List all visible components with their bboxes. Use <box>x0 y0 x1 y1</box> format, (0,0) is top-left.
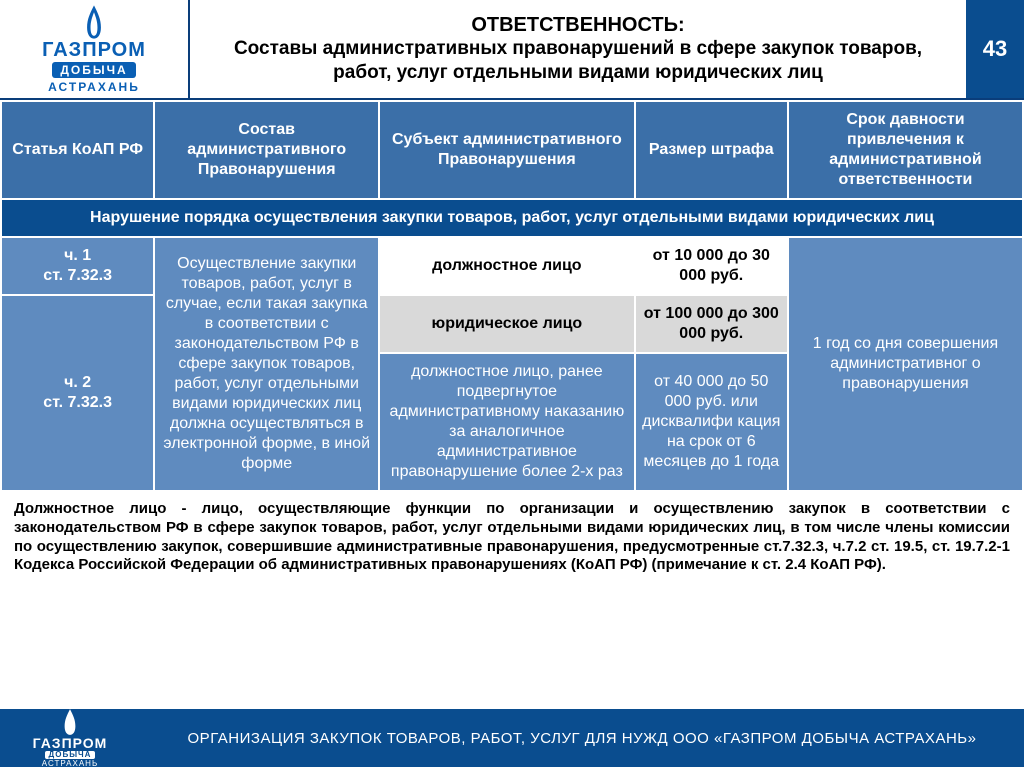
title-sub: Составы административных правонарушений … <box>210 37 946 85</box>
table-header-row: Статья КоАП РФ Состав административного … <box>1 101 1023 199</box>
main-table: Статья КоАП РФ Состав административного … <box>0 100 1024 492</box>
th-article: Статья КоАП РФ <box>1 101 154 199</box>
logo-sub1: ДОБЫЧА <box>52 62 135 78</box>
th-limitation: Срок давности привлечения к администрати… <box>788 101 1023 199</box>
th-fine: Размер штрафа <box>635 101 788 199</box>
footer-logo: ГАЗПРОМ ДОБЫЧА АСТРАХАНЬ <box>0 708 140 768</box>
cell-limitation: 1 год со дня совершения административног… <box>788 237 1023 491</box>
cell-subject-2: юридическое лицо <box>379 295 635 353</box>
footer-bar: ГАЗПРОМ ДОБЫЧА АСТРАХАНЬ ОРГАНИЗАЦИЯ ЗАК… <box>0 709 1024 767</box>
cell-article-2: ч. 2 ст. 7.32.3 <box>1 295 154 491</box>
cell-fine-2: от 100 000 до 300 000 руб. <box>635 295 788 353</box>
logo-sub2: АСТРАХАНЬ <box>48 80 140 94</box>
th-composition: Состав административного Правонарушения <box>154 101 379 199</box>
footnote: Должностное лицо - лицо, осуществляющие … <box>0 492 1024 583</box>
table-row: ч. 1 ст. 7.32.3 Осуществление закупки то… <box>1 237 1023 295</box>
footer-text: ОРГАНИЗАЦИЯ ЗАКУПОК ТОВАРОВ, РАБОТ, УСЛУ… <box>140 730 1024 747</box>
th-subject: Субъект административного Правонарушения <box>379 101 635 199</box>
flame-icon <box>59 708 81 736</box>
section-row: Нарушение порядка осуществления закупки … <box>1 199 1023 237</box>
logo-company: ГАЗПРОМ <box>42 40 146 60</box>
cell-subject-1: должностное лицо <box>379 237 635 295</box>
footer-logo-sub1: ДОБЫЧА <box>45 751 96 759</box>
cell-fine-3: от 40 000 до 50 000 руб. или дисквалифи … <box>635 353 788 491</box>
cell-subject-3: должностное лицо, ранее подвергнутое адм… <box>379 353 635 491</box>
title-main: ОТВЕТСТВЕННОСТЬ: <box>471 14 684 37</box>
flame-icon <box>77 4 111 40</box>
cell-fine-1: от 10 000 до 30 000 руб. <box>635 237 788 295</box>
cell-composition: Осуществление закупки товаров, работ, ус… <box>154 237 379 491</box>
page-number: 43 <box>966 0 1024 98</box>
cell-article-1: ч. 1 ст. 7.32.3 <box>1 237 154 295</box>
title-block: ОТВЕТСТВЕННОСТЬ: Составы административны… <box>190 0 966 98</box>
section-title: Нарушение порядка осуществления закупки … <box>1 199 1023 237</box>
header-bar: ГАЗПРОМ ДОБЫЧА АСТРАХАНЬ ОТВЕТСТВЕННОСТЬ… <box>0 0 1024 100</box>
footer-logo-company: ГАЗПРОМ <box>33 736 108 750</box>
logo-block: ГАЗПРОМ ДОБЫЧА АСТРАХАНЬ <box>0 0 190 98</box>
